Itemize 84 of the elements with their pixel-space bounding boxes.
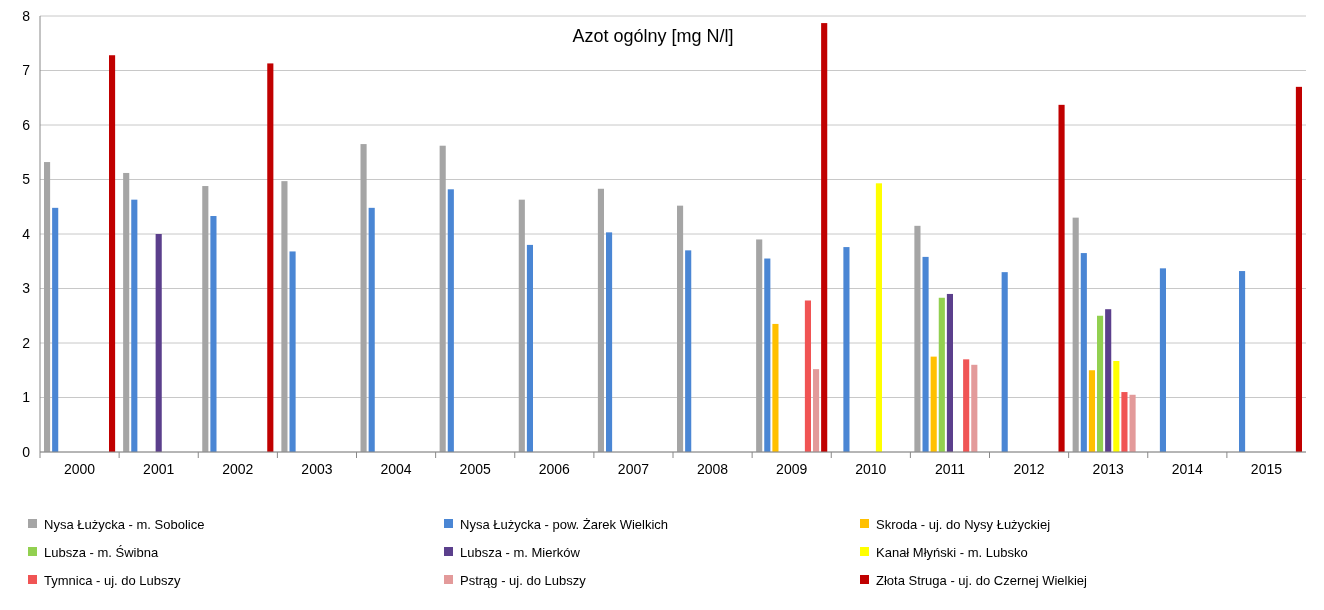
x-tick-label: 2001 [143, 461, 175, 477]
bar [930, 356, 937, 452]
legend-label: Tymnica - uj. do Lubszy [44, 572, 182, 588]
x-tick-label: 2012 [1013, 461, 1045, 477]
bar [756, 239, 763, 452]
y-tick-label: 0 [22, 443, 31, 460]
bar [1072, 217, 1079, 452]
x-tick-label: 2010 [855, 461, 887, 477]
x-tick-label: 2011 [934, 461, 966, 477]
legend-label: Nysa Łużycka - pow. Żarek Wielkich [460, 516, 669, 532]
bar [946, 293, 953, 452]
bar [281, 181, 288, 452]
legend-label: Lubsza - m. Świbna [44, 544, 159, 560]
legend-label: Nysa Łużycka - m. Sobolice [44, 516, 205, 532]
x-tick-label: 2008 [696, 461, 729, 477]
bar [597, 188, 604, 452]
x-tick-label: 2015 [1250, 461, 1283, 477]
bar [1129, 394, 1136, 452]
legend-label: Skroda - uj. do Nysy Łużyckiej [876, 516, 1051, 532]
y-tick-label: 2 [22, 334, 31, 351]
x-tick-label: 2009 [776, 461, 808, 477]
bar [772, 323, 779, 452]
bar [764, 258, 771, 452]
bar [922, 256, 929, 452]
bar [210, 216, 217, 452]
bar [447, 189, 454, 452]
y-tick-label: 7 [22, 62, 31, 79]
bar [938, 297, 945, 452]
legend-label: Kanał Młyński - m. Lubsko [876, 544, 1028, 560]
x-tick-label: 2005 [459, 461, 491, 477]
x-tick-label: 2006 [538, 461, 571, 477]
bar [685, 250, 692, 452]
bar [439, 145, 446, 452]
bar [109, 55, 116, 452]
bar [1159, 268, 1167, 452]
bar [44, 162, 51, 452]
x-tick-label: 2000 [63, 461, 96, 477]
bar [843, 247, 850, 452]
bar [123, 172, 130, 452]
bar [155, 234, 162, 452]
bar [518, 199, 525, 452]
x-tick-label: 2002 [222, 461, 254, 477]
y-tick-label: 8 [22, 7, 31, 24]
legend-label: Lubsza - m. Mierków [460, 544, 581, 560]
bar [1105, 309, 1112, 452]
y-tick-label: 1 [22, 389, 31, 406]
bar [1080, 253, 1087, 452]
y-tick-label: 3 [22, 280, 31, 297]
bar [368, 207, 375, 452]
bar [289, 251, 296, 452]
bar [131, 199, 138, 452]
bar [677, 205, 684, 452]
bar [267, 63, 274, 452]
bar [875, 183, 882, 452]
bar [971, 364, 978, 452]
bar [526, 244, 533, 452]
y-tick-label: 6 [22, 116, 31, 133]
bar [914, 225, 921, 452]
bar [821, 23, 828, 452]
x-tick-label: 2004 [380, 461, 412, 477]
bar [1121, 392, 1128, 452]
text: Azot ogólny [mg N/l] [572, 26, 734, 46]
bar [963, 359, 970, 452]
bar [202, 186, 209, 452]
bar [1001, 272, 1008, 452]
bar [1113, 360, 1120, 452]
bar [1239, 271, 1246, 452]
bar [1088, 370, 1096, 452]
bar [606, 232, 613, 452]
bar [804, 300, 811, 452]
bar [1097, 315, 1104, 452]
legend-label: Pstrąg - uj. do Lubszy [460, 572, 587, 588]
bar [1295, 86, 1303, 452]
x-tick-label: 2013 [1092, 461, 1124, 477]
x-tick-label: 2014 [1171, 461, 1204, 477]
legend-label: Złota Struga - uj. do Czernej Wielkiej [876, 572, 1088, 588]
y-tick-label: 5 [22, 171, 31, 188]
bar [813, 369, 820, 452]
x-tick-label: 2007 [617, 461, 650, 477]
y-tick-label: 4 [22, 225, 31, 242]
bar [52, 207, 59, 452]
x-tick-label: 2003 [301, 461, 333, 477]
bar [1058, 104, 1065, 452]
bar [360, 144, 367, 452]
